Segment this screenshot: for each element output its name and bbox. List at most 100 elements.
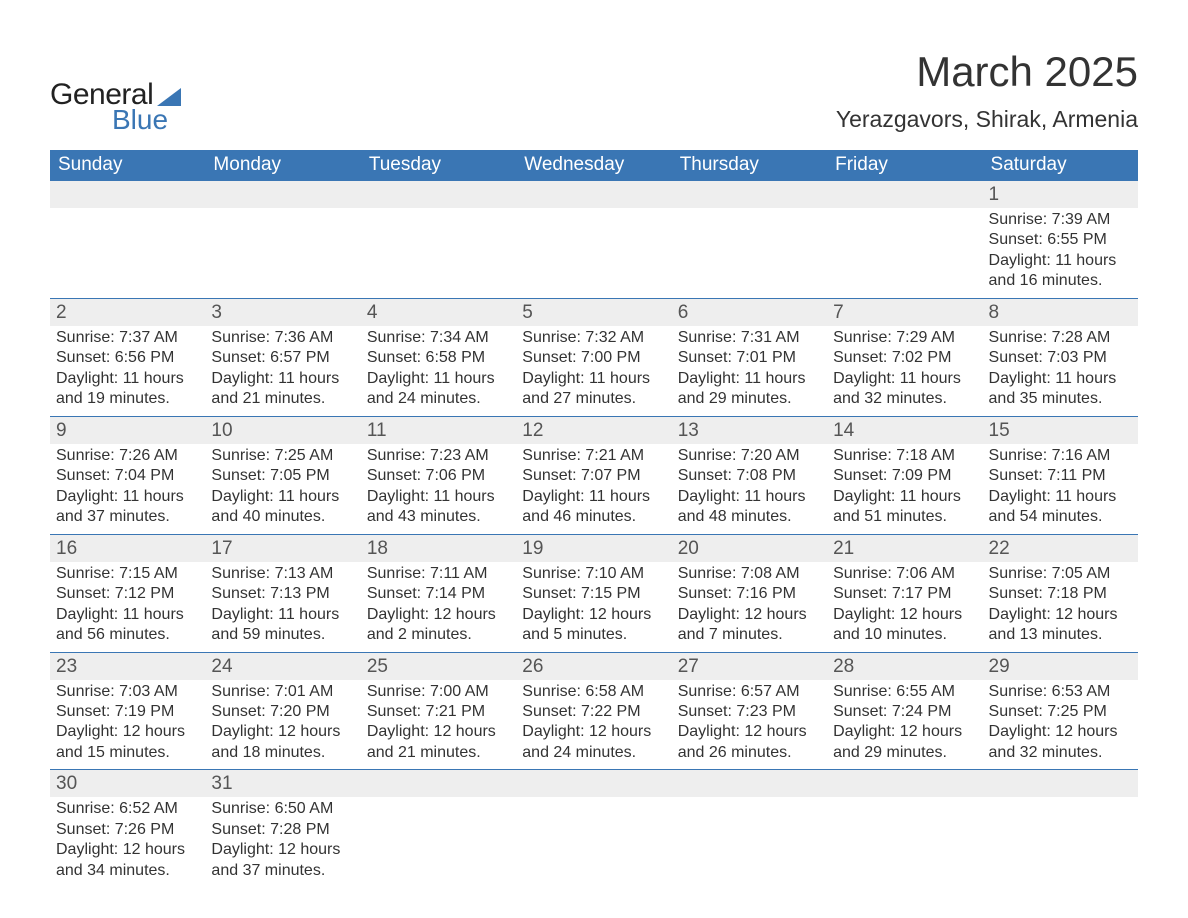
day-cell: Sunrise: 7:36 AMSunset: 6:57 PMDaylight:…	[205, 326, 360, 416]
daynum-cell: 26	[516, 652, 671, 680]
day-sunrise: Sunrise: 7:36 AM	[211, 328, 352, 348]
day-d1: Daylight: 11 hours	[833, 487, 974, 507]
day-sunset: Sunset: 6:57 PM	[211, 348, 352, 368]
day-cell: Sunrise: 7:37 AMSunset: 6:56 PMDaylight:…	[50, 326, 205, 416]
day-cell: Sunrise: 6:57 AMSunset: 7:23 PMDaylight:…	[672, 680, 827, 770]
day-sunrise: Sunrise: 7:39 AM	[989, 210, 1130, 230]
day-sunset: Sunset: 6:58 PM	[367, 348, 508, 368]
day-sunrise: Sunrise: 7:29 AM	[833, 328, 974, 348]
daynum-cell: 20	[672, 534, 827, 562]
day-cell: Sunrise: 7:31 AMSunset: 7:01 PMDaylight:…	[672, 326, 827, 416]
daynum-cell: 19	[516, 534, 671, 562]
daynum-cell: 12	[516, 416, 671, 444]
day-info: Sunrise: 6:52 AMSunset: 7:26 PMDaylight:…	[56, 797, 197, 881]
day-d1: Daylight: 12 hours	[833, 722, 974, 742]
day-sunrise: Sunrise: 7:28 AM	[989, 328, 1130, 348]
day-d1: Daylight: 11 hours	[211, 605, 352, 625]
day-cell: Sunrise: 7:20 AMSunset: 7:08 PMDaylight:…	[672, 444, 827, 534]
day-sunset: Sunset: 7:18 PM	[989, 584, 1130, 604]
day-cell	[361, 208, 516, 298]
day-cell	[516, 208, 671, 298]
day-sunset: Sunset: 7:00 PM	[522, 348, 663, 368]
day-sunset: Sunset: 7:06 PM	[367, 466, 508, 486]
logo-text-blue: Blue	[112, 104, 168, 136]
day-d1: Daylight: 12 hours	[56, 840, 197, 860]
day-d1: Daylight: 12 hours	[367, 722, 508, 742]
day-d1: Daylight: 12 hours	[522, 722, 663, 742]
day-number: 22	[989, 538, 1010, 559]
day-d2: and 56 minutes.	[56, 625, 197, 645]
day-info: Sunrise: 7:06 AMSunset: 7:17 PMDaylight:…	[833, 562, 974, 646]
day-cell: Sunrise: 7:18 AMSunset: 7:09 PMDaylight:…	[827, 444, 982, 534]
day-number: 17	[211, 538, 232, 559]
daynum-cell	[827, 770, 982, 798]
day-info: Sunrise: 7:18 AMSunset: 7:09 PMDaylight:…	[833, 444, 974, 528]
day-d2: and 21 minutes.	[211, 389, 352, 409]
day-info: Sunrise: 7:11 AMSunset: 7:14 PMDaylight:…	[367, 562, 508, 646]
day-sunset: Sunset: 7:07 PM	[522, 466, 663, 486]
daynum-cell: 13	[672, 416, 827, 444]
day-d1: Daylight: 11 hours	[56, 605, 197, 625]
day-d1: Daylight: 11 hours	[678, 369, 819, 389]
day-number: 6	[678, 302, 689, 323]
day-d2: and 34 minutes.	[56, 861, 197, 881]
day-number: 23	[56, 656, 77, 677]
day-d2: and 29 minutes.	[833, 743, 974, 763]
day-cell: Sunrise: 7:25 AMSunset: 7:05 PMDaylight:…	[205, 444, 360, 534]
day-d1: Daylight: 11 hours	[367, 369, 508, 389]
day-d2: and 24 minutes.	[367, 389, 508, 409]
daynum-cell: 22	[983, 534, 1138, 562]
day-sunrise: Sunrise: 7:03 AM	[56, 682, 197, 702]
day-info: Sunrise: 7:21 AMSunset: 7:07 PMDaylight:…	[522, 444, 663, 528]
day-sunset: Sunset: 7:25 PM	[989, 702, 1130, 722]
day-d1: Daylight: 11 hours	[522, 487, 663, 507]
day-sunset: Sunset: 7:04 PM	[56, 466, 197, 486]
day-number: 24	[211, 656, 232, 677]
daynum-cell	[672, 181, 827, 208]
day-cell: Sunrise: 7:06 AMSunset: 7:17 PMDaylight:…	[827, 562, 982, 652]
day-number: 29	[989, 656, 1010, 677]
daynum-cell: 18	[361, 534, 516, 562]
day-info: Sunrise: 7:31 AMSunset: 7:01 PMDaylight:…	[678, 326, 819, 410]
day-number: 1	[989, 184, 1000, 205]
dow-cell: Tuesday	[361, 150, 516, 181]
day-sunset: Sunset: 7:19 PM	[56, 702, 197, 722]
day-d1: Daylight: 12 hours	[678, 605, 819, 625]
week-info-row: Sunrise: 7:03 AMSunset: 7:19 PM Daylight:…	[50, 680, 1138, 770]
daynum-cell	[361, 770, 516, 798]
day-number: 7	[833, 302, 844, 323]
daynum-cell: 3	[205, 298, 360, 326]
day-d1: Daylight: 11 hours	[522, 369, 663, 389]
day-number: 3	[211, 302, 222, 323]
daynum-row: 9101112131415	[50, 416, 1138, 444]
day-sunrise: Sunrise: 6:57 AM	[678, 682, 819, 702]
daynum-cell: 7	[827, 298, 982, 326]
day-d1: Daylight: 12 hours	[211, 840, 352, 860]
day-info: Sunrise: 7:32 AMSunset: 7:00 PMDaylight:…	[522, 326, 663, 410]
day-d2: and 51 minutes.	[833, 507, 974, 527]
day-number: 10	[211, 420, 232, 441]
day-sunrise: Sunrise: 7:06 AM	[833, 564, 974, 584]
day-sunrise: Sunrise: 7:01 AM	[211, 682, 352, 702]
day-sunset: Sunset: 7:11 PM	[989, 466, 1130, 486]
daynum-cell: 15	[983, 416, 1138, 444]
day-sunrise: Sunrise: 7:23 AM	[367, 446, 508, 466]
week-info-row: Sunrise: 7:39 AMSunset: 6:55 PMDaylight:…	[50, 208, 1138, 298]
day-sunrise: Sunrise: 7:10 AM	[522, 564, 663, 584]
day-sunrise: Sunrise: 7:08 AM	[678, 564, 819, 584]
calendar-table: Sunday Monday Tuesday Wednesday Thursday…	[50, 150, 1138, 887]
day-number: 15	[989, 420, 1010, 441]
day-info: Sunrise: 6:57 AMSunset: 7:23 PMDaylight:…	[678, 680, 819, 764]
daynum-row: 2345678	[50, 298, 1138, 326]
day-cell: Sunrise: 7:16 AMSunset: 7:11 PMDaylight:…	[983, 444, 1138, 534]
day-d1: Daylight: 11 hours	[833, 369, 974, 389]
day-number: 30	[56, 773, 77, 794]
day-d2: and 35 minutes.	[989, 389, 1130, 409]
day-d2: and 21 minutes.	[367, 743, 508, 763]
day-cell	[827, 797, 982, 887]
day-sunset: Sunset: 7:24 PM	[833, 702, 974, 722]
day-d1: Daylight: 12 hours	[367, 605, 508, 625]
day-sunset: Sunset: 6:56 PM	[56, 348, 197, 368]
day-d2: and 29 minutes.	[678, 389, 819, 409]
daynum-cell: 21	[827, 534, 982, 562]
